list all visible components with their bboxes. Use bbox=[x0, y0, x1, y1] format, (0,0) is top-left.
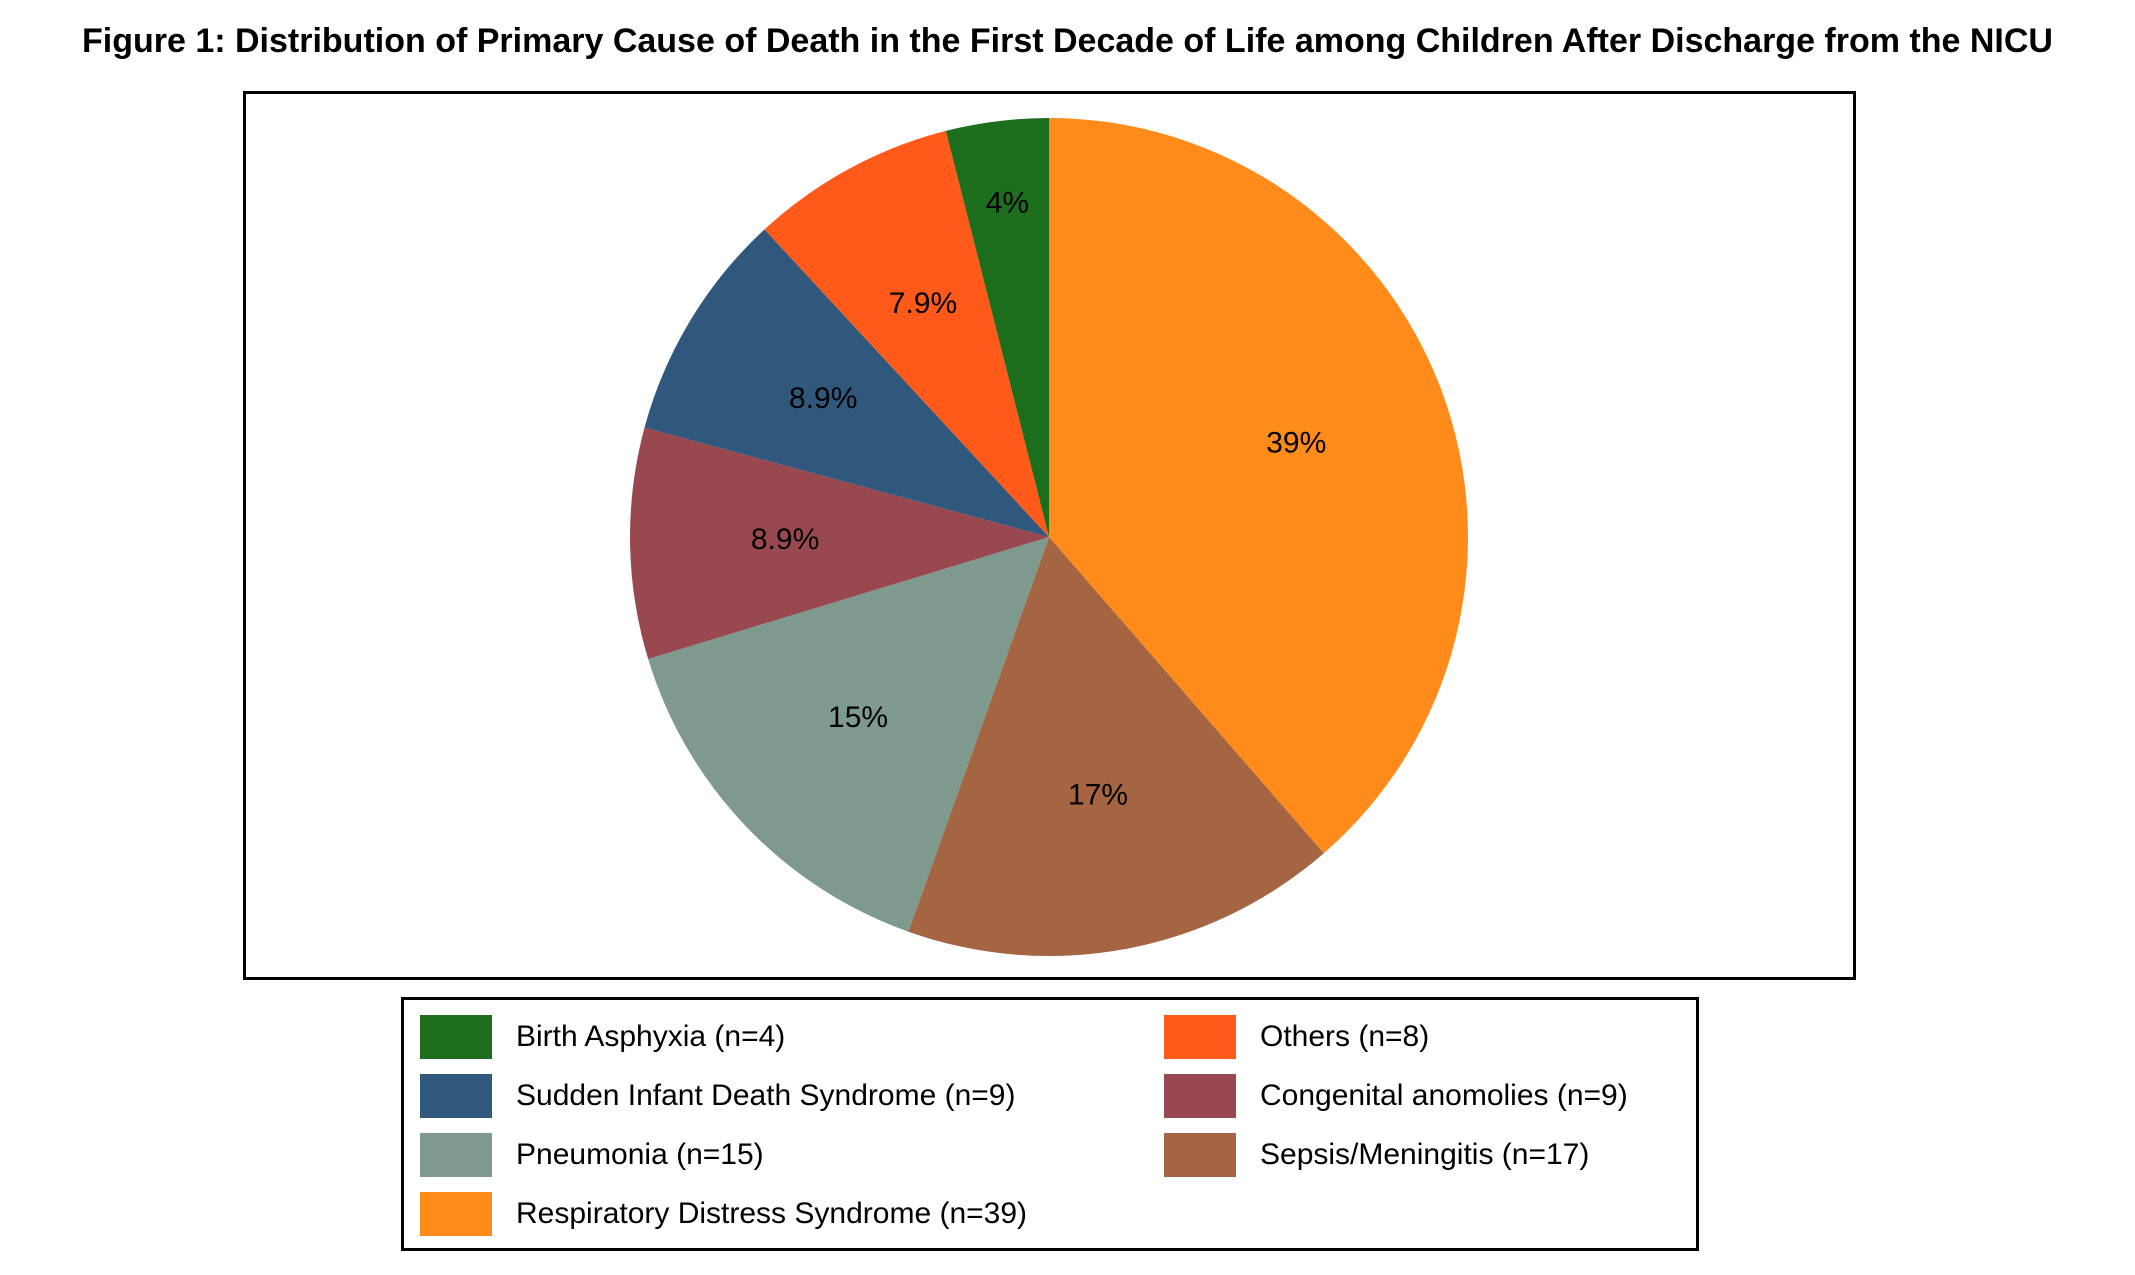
pie-slice-label-0: 39% bbox=[1266, 426, 1326, 459]
legend-label: Congenital anomolies (n=9) bbox=[1260, 1079, 1628, 1112]
pie-slice-label-3: 8.9% bbox=[751, 523, 819, 556]
pie-slice-4 bbox=[644, 229, 1049, 537]
pie-slice-label-2: 15% bbox=[828, 701, 888, 734]
pie-slice-2 bbox=[648, 537, 1049, 932]
legend-label: Sepsis/Meningitis (n=17) bbox=[1260, 1138, 1590, 1171]
legend-label: Others (n=8) bbox=[1260, 1020, 1430, 1053]
legend-swatch bbox=[420, 1133, 492, 1177]
legend-label: Pneumonia (n=15) bbox=[516, 1138, 764, 1171]
legend-swatch bbox=[420, 1074, 492, 1118]
legend-item: Respiratory Distress Syndrome (n=39) bbox=[420, 1191, 1027, 1237]
pie-slice-label-6: 4% bbox=[986, 186, 1029, 219]
legend-swatch bbox=[1164, 1074, 1236, 1118]
pie-slice-3 bbox=[630, 427, 1049, 660]
pie-slice-5 bbox=[764, 130, 1049, 537]
legend: Birth Asphyxia (n=4) Others (n=8) Sudden I… bbox=[401, 997, 1699, 1251]
pie-slice-label-5: 7.9% bbox=[889, 287, 957, 320]
legend-item: Others (n=8) bbox=[1164, 1014, 1429, 1060]
pie-slice-0 bbox=[1049, 118, 1468, 854]
legend-swatch bbox=[420, 1015, 492, 1059]
legend-swatch bbox=[1164, 1015, 1236, 1059]
legend-item: Congenital anomolies (n=9) bbox=[1164, 1073, 1628, 1119]
legend-label: Sudden Infant Death Syndrome (n=9) bbox=[516, 1079, 1016, 1112]
legend-item: Birth Asphyxia (n=4) bbox=[420, 1014, 785, 1060]
legend-swatch bbox=[420, 1192, 492, 1236]
legend-label: Respiratory Distress Syndrome (n=39) bbox=[516, 1197, 1028, 1230]
pie-slice-1 bbox=[908, 537, 1324, 956]
chart-title: Figure 1: Distribution of Primary Cause … bbox=[81, 22, 2053, 60]
legend-label: Birth Asphyxia (n=4) bbox=[516, 1020, 786, 1053]
pie-slice-label-4: 8.9% bbox=[789, 382, 857, 415]
pie-slice-label-1: 17% bbox=[1068, 778, 1128, 811]
legend-item: Pneumonia (n=15) bbox=[420, 1132, 764, 1178]
legend-item: Sepsis/Meningitis (n=17) bbox=[1164, 1132, 1589, 1178]
pie-slice-6 bbox=[945, 118, 1049, 537]
legend-item: Sudden Infant Death Syndrome (n=9) bbox=[420, 1073, 1015, 1119]
legend-swatch bbox=[1164, 1133, 1236, 1177]
